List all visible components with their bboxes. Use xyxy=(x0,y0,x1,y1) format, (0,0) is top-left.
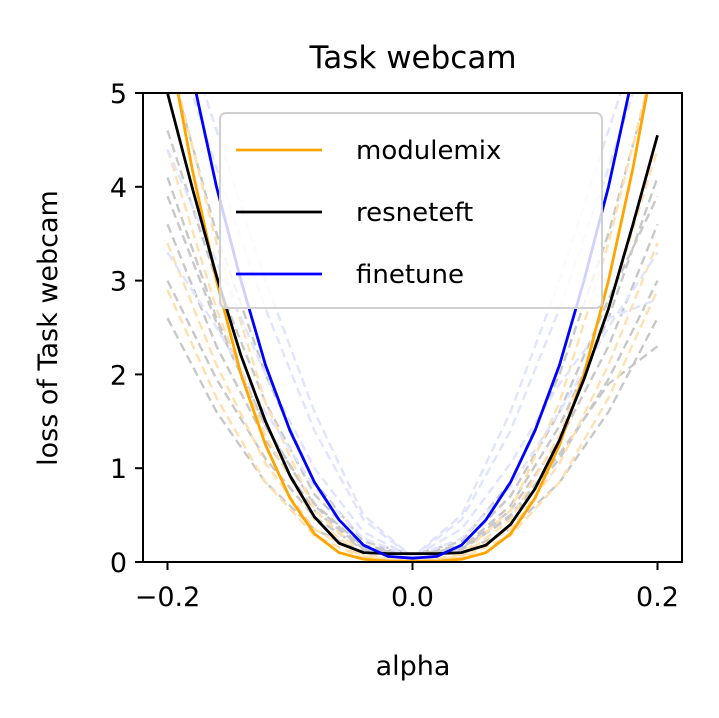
y-axis-ticks: 0 1 2 3 4 5 xyxy=(110,79,143,579)
legend: modulemix resneteft finetune xyxy=(219,112,603,309)
x-tick-label: −0.2 xyxy=(135,582,201,613)
x-axis-label: alpha xyxy=(376,651,451,682)
background-series-line-8 xyxy=(166,148,659,562)
legend-box xyxy=(219,112,603,309)
y-tick-label: 4 xyxy=(110,173,127,204)
background-series-line-9 xyxy=(166,242,659,562)
legend-label-modulemix: modulemix xyxy=(356,136,501,166)
background-series-line-10 xyxy=(177,93,648,562)
x-tick-label: 0.2 xyxy=(636,582,679,613)
legend-label-resneteft: resneteft xyxy=(356,198,473,228)
background-series-line-2 xyxy=(166,317,659,556)
series-line-resneteft xyxy=(166,93,659,555)
y-tick-label: 2 xyxy=(110,360,127,391)
y-tick-label: 1 xyxy=(110,454,127,485)
x-tick-label: 0.0 xyxy=(391,582,434,613)
background-series-line-7 xyxy=(166,289,659,562)
background-series-line-5 xyxy=(166,130,659,556)
legend-label-finetune: finetune xyxy=(356,260,464,290)
background-series-line-14 xyxy=(166,148,658,559)
y-tick-label: 5 xyxy=(110,79,127,110)
y-tick-label: 0 xyxy=(110,548,127,579)
y-tick-label: 3 xyxy=(110,267,127,298)
y-axis-label: loss of Task webcam xyxy=(33,190,64,466)
chart-title: Task webcam xyxy=(308,40,516,76)
x-axis-ticks: −0.2 0.0 0.2 xyxy=(135,562,679,613)
